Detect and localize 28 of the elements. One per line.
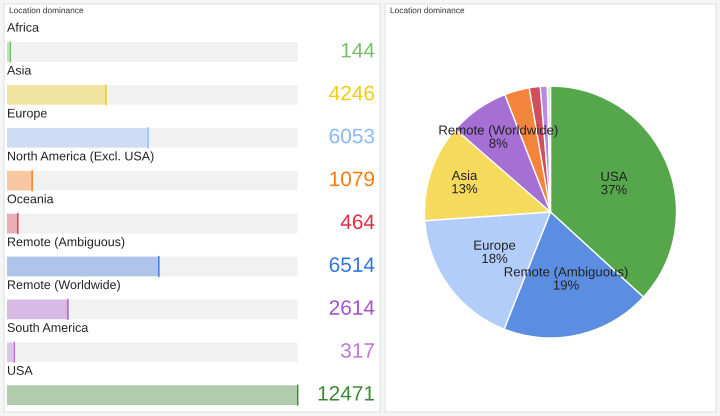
data-label: 37%: [601, 184, 627, 194]
data-label: 464: [340, 214, 374, 230]
y-tick-label: South America: [8, 322, 88, 332]
slice-label: USA: [601, 172, 628, 181]
y-tick-label: North America (Excl. USA): [8, 151, 154, 163]
y-tick-label: Oceania: [8, 194, 54, 204]
data-label: 1079: [330, 172, 374, 186]
y-tick-label: Remote (Ambiguous): [8, 237, 124, 249]
y-tick-label: Europe: [8, 108, 47, 120]
chart-title: Location dominance: [390, 7, 464, 14]
data-label: 317: [341, 343, 374, 358]
y-tick-label: USA: [8, 366, 33, 375]
data-label: 13%: [452, 184, 478, 194]
data-label: 8%: [489, 138, 508, 148]
data-label: 12471: [318, 386, 374, 401]
data-label: 2614: [330, 300, 374, 315]
data-label: 144: [342, 43, 374, 58]
y-tick-label: Africa: [7, 22, 39, 32]
data-label: 6514: [330, 257, 374, 272]
slice-label: Asia: [452, 170, 478, 180]
y-tick-label: Remote (Worldwide): [8, 280, 120, 292]
y-tick-label: Asia: [7, 65, 32, 75]
data-label: 19%: [554, 280, 579, 290]
data-label: 18%: [482, 254, 508, 264]
chart-title: Location dominance: [10, 7, 84, 14]
slice-label: Europe: [474, 240, 516, 252]
data-label: 6053: [330, 128, 374, 144]
data-label: 4246: [329, 86, 374, 101]
